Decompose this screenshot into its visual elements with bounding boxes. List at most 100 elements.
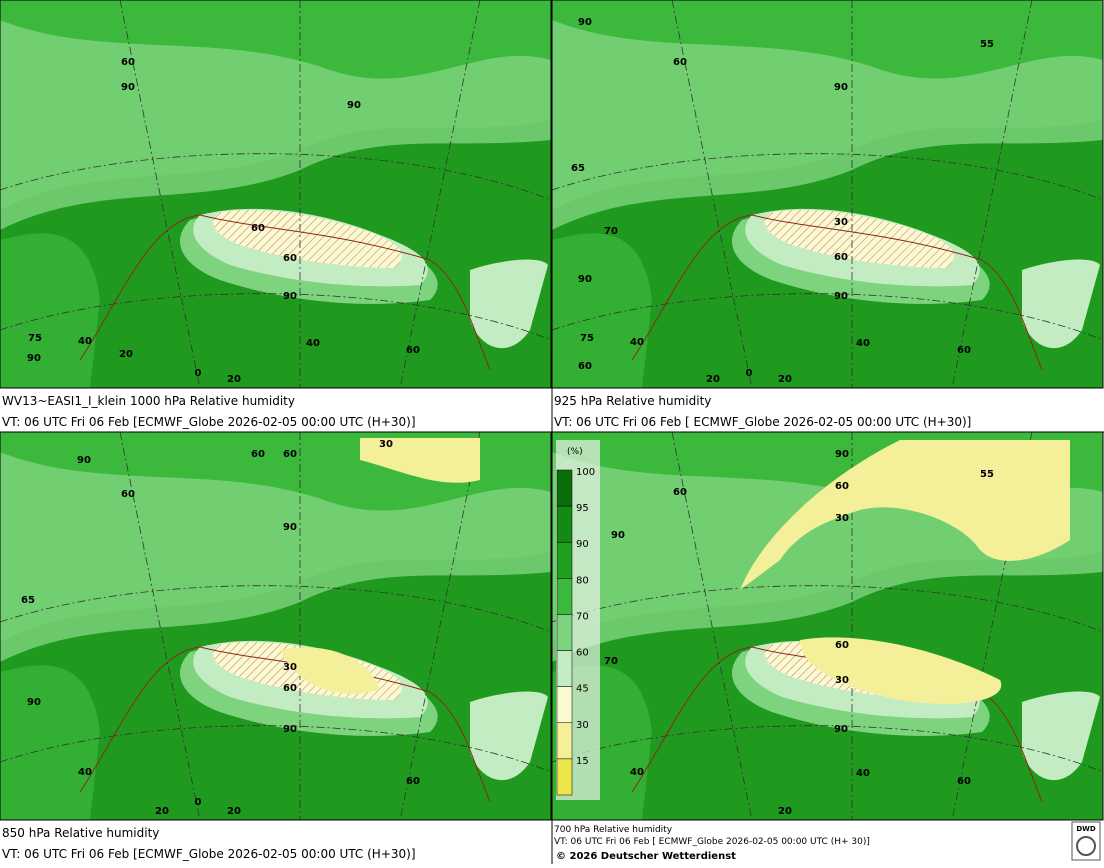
legend-label: 80 <box>576 575 589 586</box>
map-caption: 700 hPa Relative humidity <box>554 825 673 835</box>
contour-label: 90 <box>283 522 297 533</box>
contour-label: 90 <box>834 82 848 93</box>
contour-label: 20 <box>227 374 241 385</box>
contour-label: 90 <box>27 697 41 708</box>
map-caption: VT: 06 UTC Fri 06 Feb [ ECMWF_Globe 2026… <box>554 837 870 847</box>
contour-label: 90 <box>283 291 297 302</box>
contour-label: 40 <box>630 767 644 778</box>
contour-label: 90 <box>283 724 297 735</box>
legend-swatch <box>556 650 573 687</box>
contour-label: 40 <box>856 338 870 349</box>
contour-label: 60 <box>835 640 849 651</box>
contour-label: 90 <box>27 353 41 364</box>
contour-label: 20 <box>778 806 792 817</box>
legend-swatch <box>556 541 573 579</box>
contour-label: 60 <box>121 57 135 68</box>
map-1000hpa <box>0 0 552 389</box>
contour-label: 60 <box>957 776 971 787</box>
contour-label: 60 <box>957 345 971 356</box>
contour-label: 75 <box>28 333 42 344</box>
contour-label: 90 <box>611 530 625 541</box>
dwd-logo <box>1071 821 1101 861</box>
map-925hpa <box>551 0 1104 389</box>
contour-label: 90 <box>578 17 592 28</box>
dry-area <box>800 637 1002 704</box>
contour-label: 20 <box>119 349 133 360</box>
contour-label: 65 <box>21 595 35 606</box>
contour-label: 40 <box>78 336 92 347</box>
map-caption: VT: 06 UTC Fri 06 Feb [ECMWF_Globe 2026-… <box>2 415 416 429</box>
contour-label: 60 <box>673 487 687 498</box>
legend-swatch <box>556 722 573 760</box>
contour-label: 20 <box>227 806 241 817</box>
dry-area <box>740 440 1070 590</box>
legend-swatch <box>556 578 573 615</box>
contour-label: 0 <box>746 368 753 379</box>
contour-label: 60 <box>251 223 265 234</box>
map-caption: VT: 06 UTC Fri 06 Feb [ECMWF_Globe 2026-… <box>2 847 416 861</box>
contour-label: 90 <box>578 274 592 285</box>
contour-label: 70 <box>604 226 618 237</box>
dwd-logo-swirl <box>1076 836 1096 856</box>
contour-label: 75 <box>580 333 594 344</box>
contour-label: 60 <box>251 449 265 460</box>
contour-label: 60 <box>578 361 592 372</box>
contour-label: 30 <box>835 513 849 524</box>
map-caption: WV13~EASI1_I_klein 1000 hPa Relative hum… <box>2 394 295 408</box>
legend-label: 100 <box>576 467 595 478</box>
contour-label: 60 <box>283 253 297 264</box>
contour-label: 20 <box>706 374 720 385</box>
map-caption: 850 hPa Relative humidity <box>2 826 159 840</box>
dwd-logo-text: DWD <box>1076 825 1096 833</box>
dry-area <box>280 647 380 694</box>
legend-swatch <box>556 614 573 651</box>
contour-label: 60 <box>835 481 849 492</box>
dry-area <box>360 438 480 483</box>
legend-label: 60 <box>576 648 589 659</box>
contour-label: 40 <box>78 767 92 778</box>
contour-label: 90 <box>121 82 135 93</box>
legend-swatch <box>556 758 573 796</box>
contour-label: 20 <box>155 806 169 817</box>
contour-label: 0 <box>195 368 202 379</box>
contour-label: 0 <box>195 797 202 808</box>
contour-label: 55 <box>980 469 994 480</box>
contour-label: 90 <box>834 724 848 735</box>
copyright: © 2026 Deutscher Wetterdienst <box>556 851 736 862</box>
legend-unit: (%) <box>567 447 583 457</box>
legend-swatch <box>556 505 573 543</box>
contour-label: 55 <box>980 39 994 50</box>
contour-label: 30 <box>834 217 848 228</box>
contour-label: 30 <box>379 439 393 450</box>
contour-label: 90 <box>835 449 849 460</box>
contour-label: 70 <box>604 656 618 667</box>
legend-swatch <box>556 469 573 507</box>
contour-label: 60 <box>673 57 687 68</box>
map-caption: VT: 06 UTC Fri 06 Feb [ ECMWF_Globe 2026… <box>554 415 971 429</box>
map-caption: 925 hPa Relative humidity <box>554 394 711 408</box>
contour-label: 30 <box>283 662 297 673</box>
contour-label: 90 <box>834 291 848 302</box>
legend-label: 15 <box>576 756 589 767</box>
legend-label: 45 <box>576 684 589 695</box>
contour-label: 90 <box>77 455 91 466</box>
legend-label: 90 <box>576 539 589 550</box>
contour-label: 60 <box>283 683 297 694</box>
contour-label: 40 <box>306 338 320 349</box>
contour-label: 65 <box>571 163 585 174</box>
contour-label: 40 <box>630 337 644 348</box>
contour-label: 60 <box>121 489 135 500</box>
contour-label: 60 <box>406 776 420 787</box>
contour-label: 60 <box>406 345 420 356</box>
contour-label: 40 <box>856 768 870 779</box>
contour-label: 30 <box>835 675 849 686</box>
contour-label: 90 <box>347 100 361 111</box>
map-850hpa <box>0 431 552 821</box>
legend-label: 70 <box>576 611 589 622</box>
legend-swatch <box>556 686 573 724</box>
contour-label: 60 <box>834 252 848 263</box>
contour-label: 20 <box>778 374 792 385</box>
contour-label: 60 <box>283 449 297 460</box>
legend-label: 30 <box>576 720 589 731</box>
